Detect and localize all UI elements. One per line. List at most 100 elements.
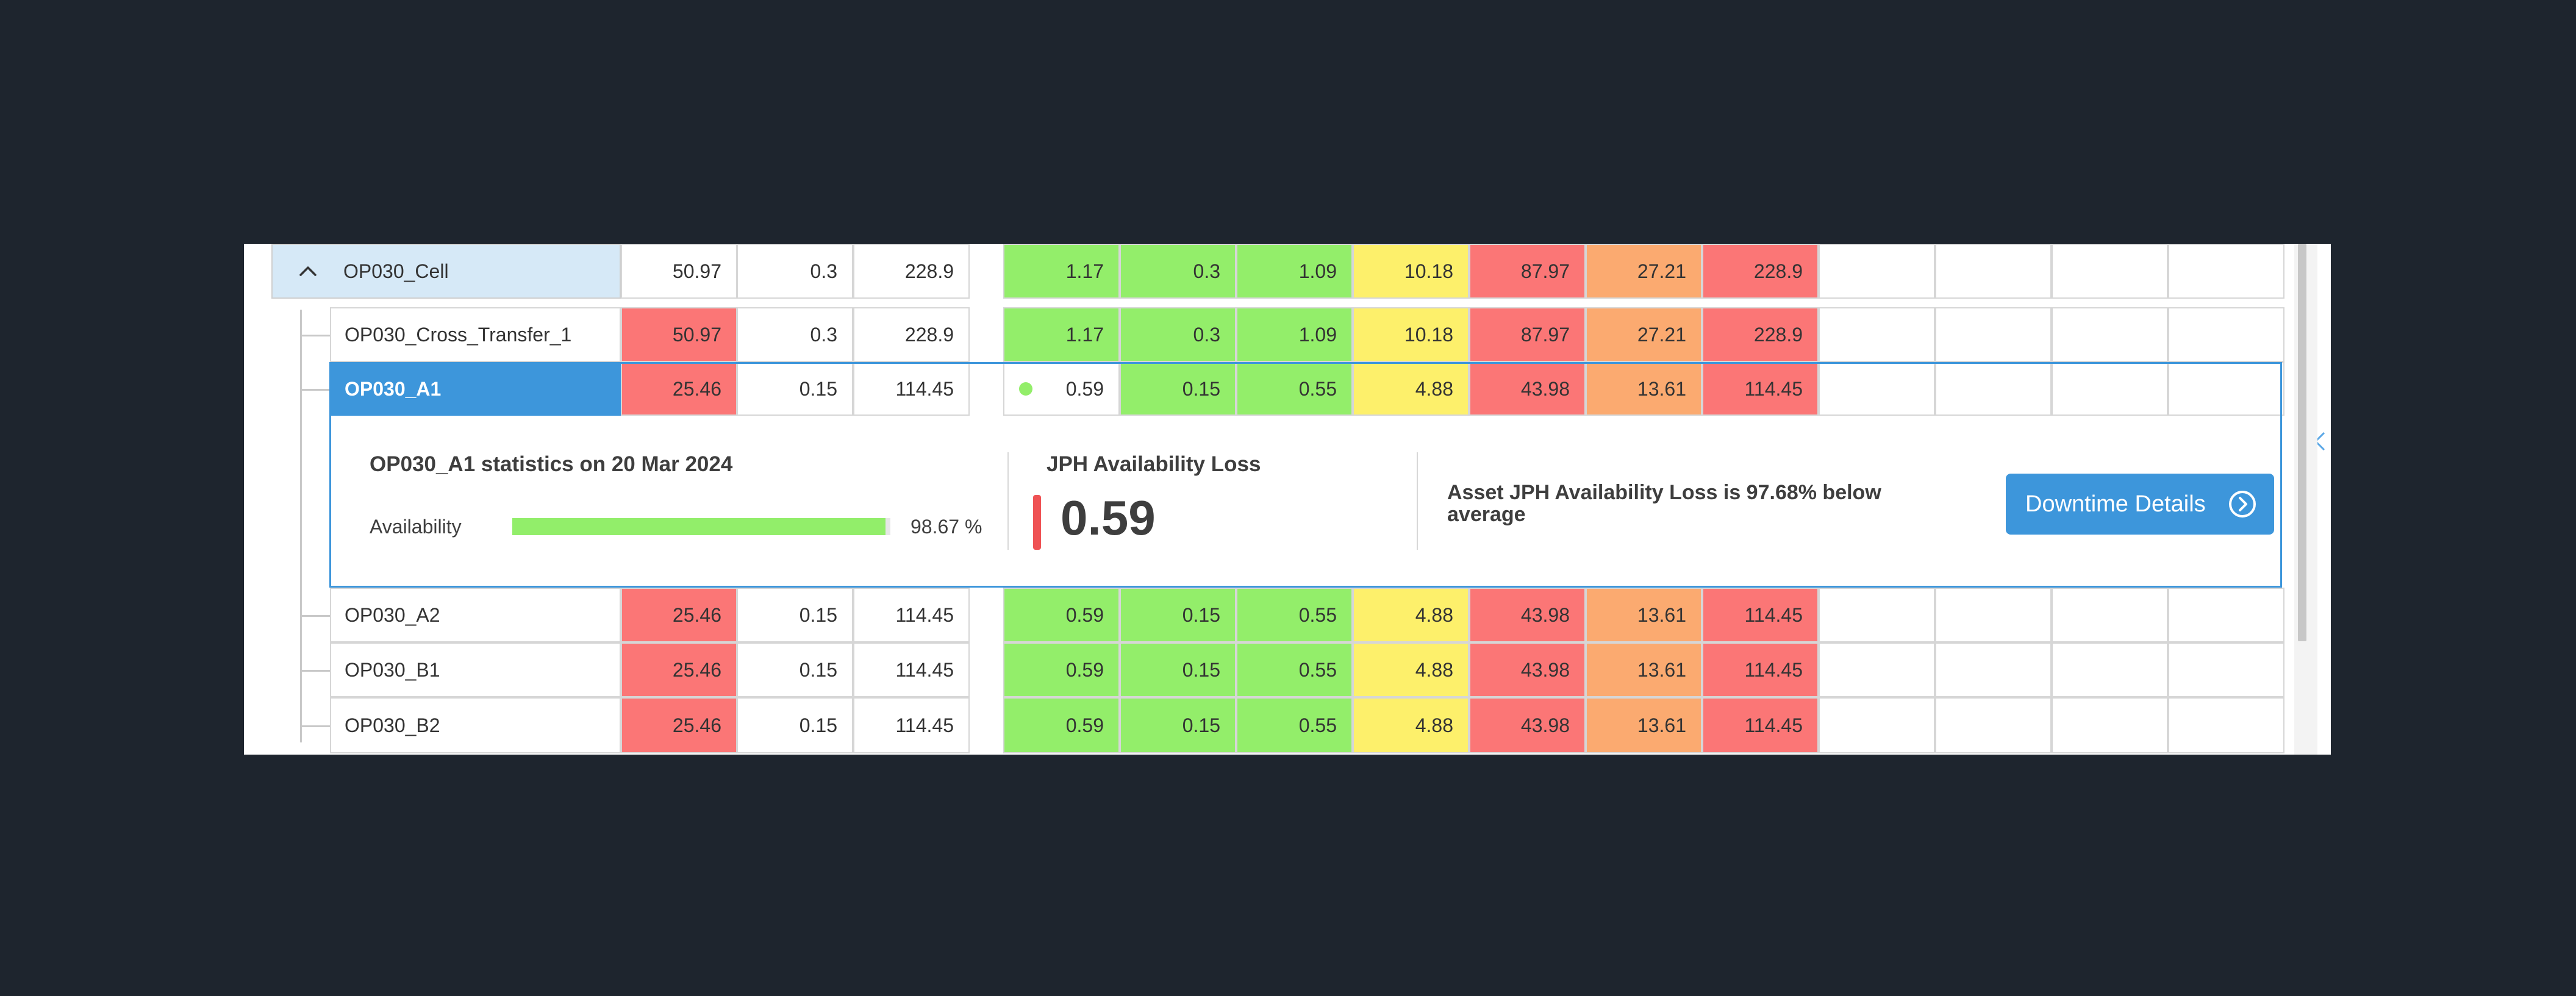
metric-cell[interactable]: 50.97 — [621, 307, 737, 362]
metric-cell[interactable]: 0.3 — [737, 307, 853, 362]
metric-cell[interactable]: 43.98 — [1469, 588, 1586, 642]
metric-cell[interactable]: 1.09 — [1236, 244, 1353, 299]
metric-cell[interactable]: 228.9 — [853, 244, 970, 299]
metric-cell[interactable]: 87.97 — [1469, 244, 1586, 299]
metric-cell[interactable]: 228.9 — [853, 307, 970, 362]
metric-cell[interactable]: 0.15 — [737, 697, 853, 753]
metric-cell[interactable]: 27.21 — [1586, 307, 1702, 362]
metric-cell[interactable]: 4.88 — [1353, 362, 1469, 416]
row-name-cell[interactable]: OP030_A2 — [330, 588, 621, 642]
metric-cell[interactable]: 114.45 — [853, 362, 970, 416]
metric-cell[interactable]: 0.15 — [737, 588, 853, 642]
metric-cell[interactable]: 13.61 — [1586, 697, 1702, 753]
metric-cell[interactable]: 114.45 — [853, 642, 970, 697]
empty-cell[interactable] — [1819, 697, 1935, 753]
metric-cell[interactable]: 0.3 — [1120, 307, 1236, 362]
metric-cell[interactable]: 114.45 — [1702, 697, 1819, 753]
metric-cell[interactable]: 4.88 — [1353, 588, 1469, 642]
metric-cell[interactable]: 27.21 — [1586, 244, 1702, 299]
metric-cell[interactable]: 228.9 — [1702, 307, 1819, 362]
metric-cell[interactable]: 114.45 — [853, 588, 970, 642]
empty-cell[interactable] — [1935, 307, 2052, 362]
empty-cell[interactable] — [2052, 697, 2168, 753]
metric-cell[interactable]: 43.98 — [1469, 642, 1586, 697]
empty-cell[interactable] — [1819, 307, 1935, 362]
row-name-cell[interactable]: OP030_Cross_Transfer_1 — [330, 307, 621, 362]
metric-cell[interactable]: 50.97 — [621, 244, 737, 299]
empty-cell[interactable] — [1819, 362, 1935, 416]
metric-cell[interactable]: 10.18 — [1353, 307, 1469, 362]
metric-cell[interactable]: 0.15 — [1120, 642, 1236, 697]
empty-cell[interactable] — [2052, 588, 2168, 642]
downtime-details-button[interactable]: Downtime Details — [2006, 474, 2274, 535]
metric-cell[interactable]: 0.15 — [1120, 588, 1236, 642]
metric-cell[interactable]: 25.46 — [621, 697, 737, 753]
metric-cell[interactable]: 1.17 — [1003, 307, 1120, 362]
metric-cell[interactable]: 0.55 — [1236, 362, 1353, 416]
metric-cell[interactable]: 43.98 — [1469, 697, 1586, 753]
metric-cell[interactable]: 0.15 — [737, 642, 853, 697]
empty-cell[interactable] — [2168, 307, 2284, 362]
metric-cell[interactable]: 43.98 — [1469, 362, 1586, 416]
row-name-cell[interactable]: OP030_B2 — [330, 697, 621, 753]
metric-cell[interactable]: 114.45 — [1702, 642, 1819, 697]
table-row[interactable]: OP030_B1 25.46 0.15 114.45 0.59 0.15 0.55 4.88 4… — [244, 642, 2331, 697]
metric-cell[interactable]: 0.55 — [1236, 588, 1353, 642]
empty-cell[interactable] — [2052, 244, 2168, 299]
empty-cell[interactable] — [2168, 362, 2284, 416]
empty-cell[interactable] — [2168, 588, 2284, 642]
row-name-cell[interactable]: OP030_A1 — [330, 362, 621, 416]
table-row[interactable]: OP030_A2 25.46 0.15 114.45 0.59 0.15 0.55 4.88 4… — [244, 588, 2331, 642]
table-row[interactable]: OP030_Cell 50.97 0.3 228.9 1.17 0.3 1.09 10.18 8… — [244, 244, 2331, 299]
empty-cell[interactable] — [2052, 307, 2168, 362]
table-row[interactable]: OP030_Cross_Transfer_1 50.97 0.3 228.9 1.17 0… — [244, 307, 2331, 362]
metric-cell[interactable]: 228.9 — [1702, 244, 1819, 299]
row-name-cell[interactable]: OP030_Cell — [271, 244, 621, 299]
metric-cell[interactable]: 25.46 — [621, 588, 737, 642]
empty-cell[interactable] — [1935, 588, 2052, 642]
metric-value: 43.98 — [1520, 714, 1570, 736]
metric-cell[interactable]: 0.59 — [1003, 642, 1120, 697]
metric-cell[interactable]: 4.88 — [1353, 642, 1469, 697]
empty-cell[interactable] — [1935, 244, 2052, 299]
empty-cell[interactable] — [1935, 642, 2052, 697]
metric-cell[interactable]: 0.55 — [1236, 697, 1353, 753]
table-row[interactable]: OP030_B2 25.46 0.15 114.45 0.59 0.15 0.55 4.88 4… — [244, 697, 2331, 753]
metric-cell[interactable]: 25.46 — [621, 642, 737, 697]
row-name-cell[interactable]: OP030_B1 — [330, 642, 621, 697]
metric-cell[interactable]: 13.61 — [1586, 588, 1702, 642]
empty-cell[interactable] — [1935, 362, 2052, 416]
empty-cell[interactable] — [2168, 642, 2284, 697]
metric-cell[interactable]: 1.09 — [1236, 307, 1353, 362]
empty-cell[interactable] — [1935, 697, 2052, 753]
metric-cell[interactable]: 114.45 — [853, 697, 970, 753]
metric-cell[interactable]: 1.17 — [1003, 244, 1120, 299]
empty-cell[interactable] — [2168, 244, 2284, 299]
empty-cell[interactable] — [1819, 244, 1935, 299]
metric-cell[interactable]: 0.55 — [1236, 642, 1353, 697]
metric-cell[interactable]: 13.61 — [1586, 362, 1702, 416]
metric-cell[interactable]: 10.18 — [1353, 244, 1469, 299]
metric-cell[interactable]: 114.45 — [1702, 362, 1819, 416]
metric-cell[interactable]: 114.45 — [1702, 588, 1819, 642]
metric-cell[interactable]: 13.61 — [1586, 642, 1702, 697]
table-row[interactable]: OP030_A1 25.46 0.15 114.45 0.59 0.15 0.55 4.88 4… — [244, 362, 2331, 416]
empty-cell[interactable] — [2052, 642, 2168, 697]
metric-cell[interactable]: 0.3 — [1120, 244, 1236, 299]
metric-cell[interactable]: 0.15 — [1120, 697, 1236, 753]
metric-cell[interactable]: 87.97 — [1469, 307, 1586, 362]
metric-cell[interactable]: 4.88 — [1353, 697, 1469, 753]
empty-cell[interactable] — [2168, 697, 2284, 753]
metric-cell[interactable]: 0.59 — [1003, 362, 1120, 416]
chevron-up-icon[interactable] — [273, 259, 343, 283]
empty-cell[interactable] — [1819, 588, 1935, 642]
metric-cell[interactable]: 0.15 — [1120, 362, 1236, 416]
metric-cell[interactable]: 0.59 — [1003, 588, 1120, 642]
metric-cell[interactable]: 0.59 — [1003, 697, 1120, 753]
metric-cell[interactable]: 0.3 — [737, 244, 853, 299]
metric-cell[interactable]: 0.15 — [737, 362, 853, 416]
empty-cell[interactable] — [1819, 642, 1935, 697]
metric-cell[interactable]: 25.46 — [621, 362, 737, 416]
empty-cell[interactable] — [2052, 362, 2168, 416]
scrollbar-thumb[interactable] — [2298, 244, 2306, 641]
